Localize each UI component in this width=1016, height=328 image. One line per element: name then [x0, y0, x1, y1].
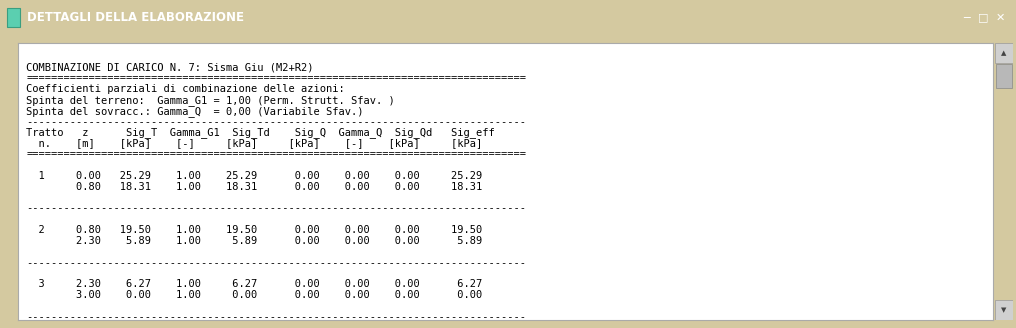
Text: --------------------------------------------------------------------------------: ----------------------------------------… [26, 203, 526, 214]
Text: Spinta del sovracc.: Gamma_Q  = 0,00 (Variabile Sfav.): Spinta del sovracc.: Gamma_Q = 0,00 (Var… [26, 106, 364, 117]
Text: ─: ─ [963, 12, 969, 23]
Text: DETTAGLI DELLA ELABORAZIONE: DETTAGLI DELLA ELABORAZIONE [27, 11, 245, 24]
Text: --------------------------------------------------------------------------------: ----------------------------------------… [26, 312, 526, 322]
Text: 1     0.00   25.29    1.00    25.29      0.00    0.00    0.00     25.29: 1 0.00 25.29 1.00 25.29 0.00 0.00 0.00 2… [26, 171, 483, 181]
Text: Coefficienti parziali di combinazione delle azioni:: Coefficienti parziali di combinazione de… [26, 84, 344, 94]
FancyBboxPatch shape [7, 8, 20, 27]
Text: 2     0.80   19.50    1.00    19.50      0.00    0.00    0.00     19.50: 2 0.80 19.50 1.00 19.50 0.00 0.00 0.00 1… [26, 225, 483, 235]
Text: ================================================================================: ========================================… [26, 73, 526, 83]
Text: ================================================================================: ========================================… [26, 149, 526, 159]
Text: 2.30    5.89    1.00     5.89      0.00    0.00    0.00      5.89: 2.30 5.89 1.00 5.89 0.00 0.00 0.00 5.89 [26, 236, 483, 246]
Text: □: □ [978, 12, 989, 23]
Text: COMBINAZIONE DI CARICO N. 7: Sisma Giu (M2+R2): COMBINAZIONE DI CARICO N. 7: Sisma Giu (… [26, 62, 314, 72]
Text: --------------------------------------------------------------------------------: ----------------------------------------… [26, 257, 526, 268]
Text: Tratto   z      Sig_T  Gamma_G1  Sig_Td    Sig_Q  Gamma_Q  Sig_Qd   Sig_eff: Tratto z Sig_T Gamma_G1 Sig_Td Sig_Q Gam… [26, 128, 495, 138]
Bar [995, 43, 1013, 63]
Bar [996, 64, 1012, 88]
Text: Spinta del terreno:  Gamma_G1 = 1,00 (Perm. Strutt. Sfav. ): Spinta del terreno: Gamma_G1 = 1,00 (Per… [26, 95, 395, 106]
Text: 3     2.30    6.27    1.00     6.27      0.00    0.00    0.00      6.27: 3 2.30 6.27 1.00 6.27 0.00 0.00 0.00 6.2… [26, 279, 483, 289]
Text: --------------------------------------------------------------------------------: ----------------------------------------… [26, 117, 526, 127]
Text: 0.80   18.31    1.00    18.31      0.00    0.00    0.00     18.31: 0.80 18.31 1.00 18.31 0.00 0.00 0.00 18.… [26, 182, 483, 192]
Text: 3.00    0.00    1.00     0.00      0.00    0.00    0.00      0.00: 3.00 0.00 1.00 0.00 0.00 0.00 0.00 0.00 [26, 290, 483, 300]
Text: ✕: ✕ [996, 12, 1006, 23]
Text: ▼: ▼ [1001, 307, 1007, 313]
Text: ▲: ▲ [1001, 50, 1007, 56]
Text: n.    [m]    [kPa]    [-]     [kPa]     [kPa]    [-]    [kPa]     [kPa]: n. [m] [kPa] [-] [kPa] [kPa] [-] [kPa] [… [26, 138, 483, 148]
Bar [995, 300, 1013, 320]
